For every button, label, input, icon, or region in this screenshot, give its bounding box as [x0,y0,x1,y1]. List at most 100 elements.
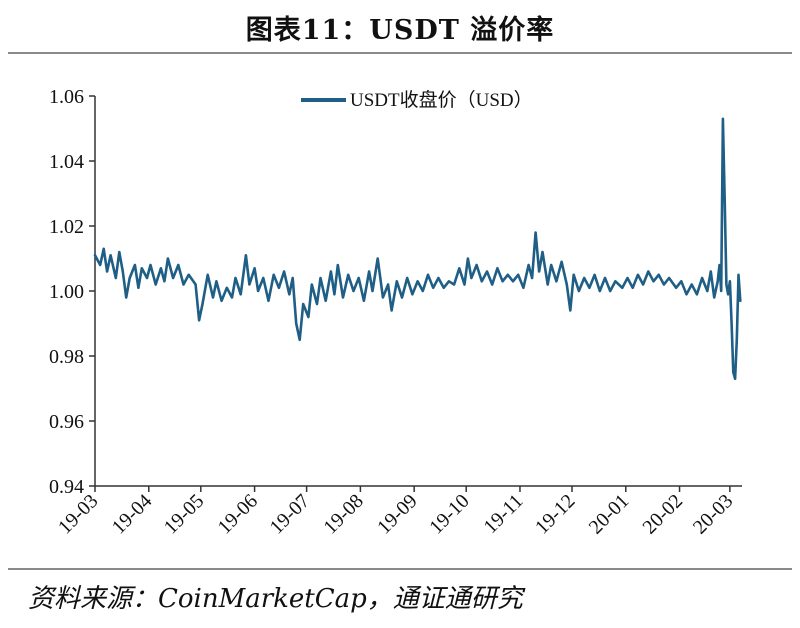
data-point [467,257,469,260]
data-point [458,267,460,269]
data-point [583,277,585,279]
y-tick-label: 0.96 [49,411,84,433]
data-point [701,277,703,279]
data-point [215,280,218,282]
data-point [717,280,719,282]
data-point [387,283,389,286]
data-point [422,290,424,292]
data-point [201,303,204,305]
data-point [283,270,285,273]
data-point [691,283,693,286]
data-point [637,274,639,276]
data-point [647,270,649,273]
data-point [319,277,322,279]
data-point [437,277,440,279]
data-point [146,277,148,279]
data-point [325,300,327,302]
data-point [573,274,575,276]
data-point [453,283,455,286]
data-point [149,264,152,266]
data-point [463,283,466,286]
data-point [302,303,304,305]
data-point [391,309,393,312]
data-point [729,280,731,282]
data-point [352,290,355,292]
data-point [432,287,434,289]
data-point [555,280,557,282]
data-point [342,296,344,299]
data-point [257,290,259,292]
data-point [94,254,96,256]
data-point [486,270,488,273]
data-point [245,254,247,256]
data-point [396,280,398,282]
data-point [642,283,644,286]
data-point [103,248,105,250]
data-point [476,264,478,266]
data-point [253,267,256,269]
x-tick-label: 19-04 [108,490,157,539]
data-point [288,293,290,295]
data-point [538,270,540,273]
data-point [727,293,729,295]
data-point [706,290,708,292]
data-point [569,309,571,312]
x-tick-label: 19-09 [373,490,422,539]
x-tick-label: 19-07 [266,490,315,539]
data-point [713,296,715,299]
data-point [240,293,242,295]
data-point [110,254,112,256]
data-point [163,280,165,282]
data-point [278,287,280,289]
data-point [311,283,313,286]
data-point [347,274,349,276]
y-tick-label: 1.06 [49,86,84,108]
y-axis: 1.06 1.04 1.02 1.00 0.98 0.96 0.94 [49,86,96,498]
y-tick-label: 0.94 [49,476,84,498]
data-point [129,277,131,279]
y-tick-label: 1.00 [49,281,84,303]
data-point [337,264,339,266]
source-divider [8,568,792,570]
data-point [299,339,301,341]
legend-label: USDT收盘价（USD） [350,89,533,111]
x-tick-label: 20-03 [689,490,738,539]
data-point [578,290,580,292]
data-point [512,280,514,282]
data-point [248,283,250,286]
data-point [358,277,360,279]
data-point [295,322,297,325]
x-tick-label: 19-11 [479,490,527,538]
data-point [734,378,736,380]
data-point [658,274,660,276]
data-point [377,257,379,260]
data-point [531,277,533,279]
x-tick-label: 19-06 [214,490,263,539]
data-point [680,280,682,282]
data-point [99,264,101,266]
data-point [122,270,124,273]
title-divider [8,52,792,54]
data-point [118,251,120,253]
data-point [231,296,233,299]
data-point [517,274,519,276]
data-point [106,270,108,273]
data-point [155,283,157,286]
data-point [134,264,136,266]
data-point [195,283,197,286]
x-tick-label: 19-10 [425,490,474,539]
source-note: 资料来源：CoinMarketCap，通证通研究 [28,584,523,614]
data-point [730,322,733,325]
data-point [470,277,473,279]
data-point [167,257,169,260]
data-point [496,267,499,269]
data-point [443,287,445,289]
data-point [316,303,318,305]
data-point [724,199,726,201]
data-point [491,283,493,286]
data-point [226,287,228,289]
data-point [160,267,162,269]
data-point [188,274,190,276]
series-layer [93,117,742,381]
